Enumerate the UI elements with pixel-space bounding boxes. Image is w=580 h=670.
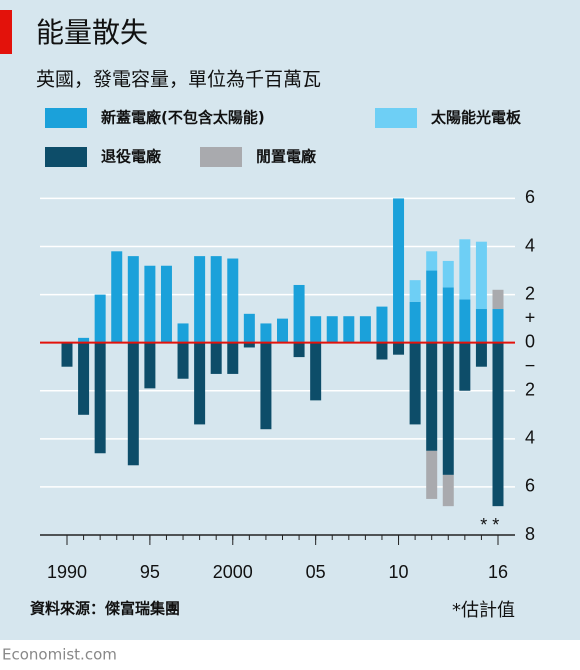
- bar: [194, 256, 206, 343]
- x-tick-label: 1990: [47, 562, 87, 582]
- bar: [442, 474, 454, 507]
- bar: [409, 280, 421, 302]
- bar: [409, 342, 421, 425]
- credit: Economist.com: [2, 646, 117, 664]
- bar: [475, 241, 487, 310]
- bar: [61, 342, 73, 367]
- legend-swatch: [45, 147, 87, 167]
- legend-label: 新蓋電廠(不包含太陽能): [101, 109, 265, 127]
- legend-label: 退役電廠: [101, 148, 162, 166]
- bar: [376, 306, 388, 343]
- footer-bg: [0, 640, 580, 670]
- bar: [310, 342, 322, 401]
- legend-label: 太陽能光電板: [431, 109, 522, 127]
- bar: [459, 239, 471, 300]
- bar: [144, 265, 156, 343]
- bar: [78, 337, 90, 343]
- bar: [376, 342, 388, 360]
- bar: [293, 284, 305, 343]
- x-tick-label: 2000: [213, 562, 253, 582]
- bar: [492, 309, 504, 343]
- bar: [492, 289, 504, 310]
- bar: [426, 270, 438, 343]
- bar: [442, 287, 454, 343]
- bar: [194, 342, 206, 425]
- bar: [94, 294, 106, 343]
- bar: [343, 316, 355, 343]
- y-tick-label: 2: [525, 380, 535, 400]
- estimate-mark: * *: [480, 515, 499, 535]
- bar: [459, 342, 471, 391]
- y-tick-label: 2: [525, 283, 535, 303]
- x-tick-label: 05: [306, 562, 326, 582]
- x-tick-label: 16: [488, 562, 508, 582]
- bar: [326, 316, 338, 343]
- plus-sign: +: [525, 307, 536, 327]
- bar: [393, 198, 405, 343]
- bar: [260, 342, 272, 430]
- bar: [243, 313, 255, 343]
- legend-label: 閒置電廠: [256, 148, 317, 166]
- bar: [475, 342, 487, 367]
- bar: [210, 342, 222, 374]
- legend-swatch: [200, 147, 242, 167]
- bar: [359, 316, 371, 343]
- y-tick-label: 8: [525, 524, 535, 544]
- bar: [260, 323, 272, 343]
- chart-title: 能量散失: [36, 16, 148, 49]
- bar: [94, 342, 106, 454]
- legend-swatch: [45, 108, 87, 128]
- bar: [492, 342, 504, 507]
- bar: [127, 256, 139, 343]
- x-tick-label: 95: [140, 562, 160, 582]
- bar: [144, 342, 156, 389]
- footnote: *估計值: [452, 600, 515, 621]
- bar: [111, 251, 123, 343]
- y-tick-label: 6: [525, 476, 535, 496]
- bar: [426, 450, 438, 499]
- bar: [243, 342, 255, 348]
- bar: [442, 342, 454, 475]
- bar: [227, 258, 239, 343]
- bar: [475, 309, 487, 343]
- y-tick-label: 4: [525, 235, 535, 255]
- red-tag: [0, 10, 12, 54]
- legend-swatch: [375, 108, 417, 128]
- bar: [210, 256, 222, 343]
- bar: [310, 316, 322, 343]
- bar: [293, 342, 305, 358]
- bar: [442, 260, 454, 288]
- bar: [177, 323, 189, 343]
- bar: [177, 342, 189, 379]
- bar: [78, 342, 90, 415]
- bar: [426, 251, 438, 271]
- bar: [160, 265, 172, 343]
- y-tick-label: 4: [525, 428, 535, 448]
- bar: [409, 301, 421, 343]
- bar: [227, 342, 239, 374]
- bar: [426, 342, 438, 451]
- bar: [393, 342, 405, 355]
- bar: [459, 299, 471, 343]
- source: 資料來源：傑富瑞集團: [30, 600, 180, 618]
- x-tick-label: 10: [389, 562, 409, 582]
- minus-sign: −: [525, 355, 536, 375]
- y-tick-label: 0: [525, 331, 535, 351]
- bar: [277, 318, 288, 343]
- subtitle: 英國，發電容量，單位為千百萬瓦: [36, 69, 321, 91]
- y-tick-label: 6: [525, 187, 535, 207]
- bar: [127, 342, 139, 466]
